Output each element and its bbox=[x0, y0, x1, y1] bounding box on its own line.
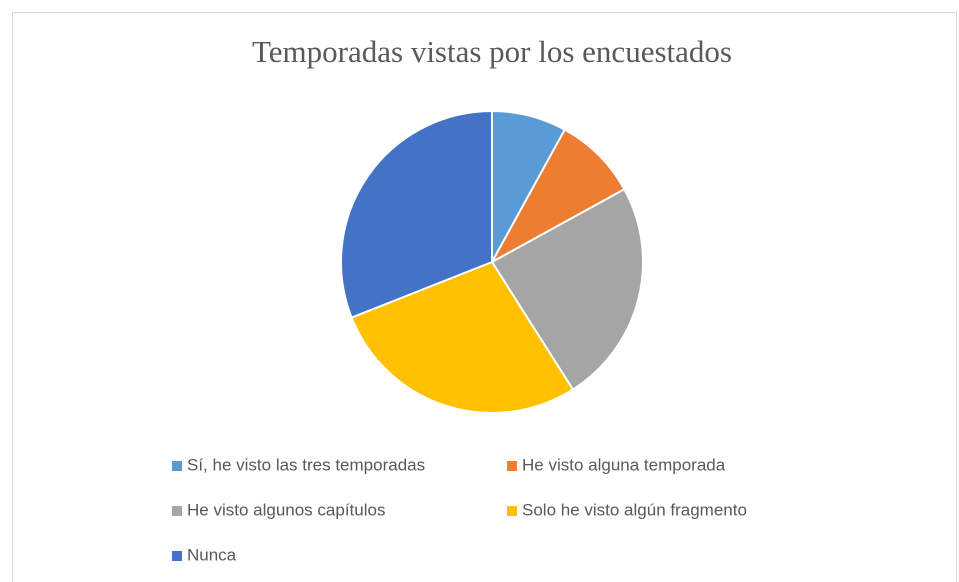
legend-swatch bbox=[172, 461, 182, 471]
legend-swatch bbox=[507, 506, 517, 516]
legend-label: Solo he visto algún fragmento bbox=[522, 500, 747, 519]
pie-slice bbox=[340, 109, 493, 319]
legend-label: Sí, he visto las tres temporadas bbox=[187, 455, 425, 474]
pie-slice bbox=[350, 260, 575, 414]
legend-swatch bbox=[507, 461, 517, 471]
chart-title: Temporadas vistas por los encuestados bbox=[252, 34, 732, 69]
pie-slice bbox=[489, 128, 626, 265]
legend-swatch bbox=[172, 551, 182, 561]
legend-label: Nunca bbox=[187, 545, 237, 564]
legend-swatch bbox=[172, 506, 182, 516]
pie-slice bbox=[490, 187, 644, 391]
legend-label: He visto algunos capítulos bbox=[187, 500, 385, 519]
legend-label: He visto alguna temporada bbox=[522, 455, 726, 474]
